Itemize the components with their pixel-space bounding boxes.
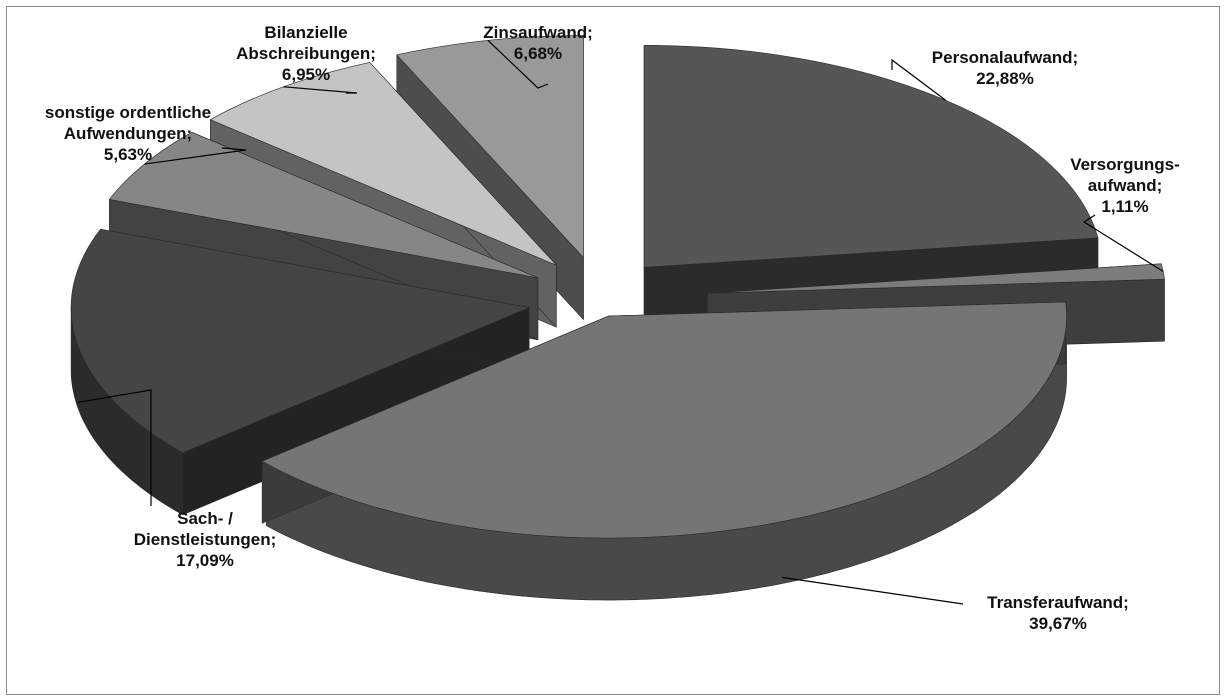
leader-line-0: [891, 58, 947, 101]
data-label-3: Sach- / Dienstleistungen; 17,09%: [134, 509, 277, 570]
pie-slice-2: [261, 301, 1067, 539]
data-label-5: Bilanzielle Abschreibungen; 6,95%: [236, 23, 376, 84]
data-label-2: Transferaufwand; 39,67%: [987, 593, 1129, 633]
leader-line-3: [78, 389, 152, 506]
leader-line-6: [487, 39, 549, 89]
leader-line-4: [144, 147, 247, 165]
leader-line-1: [1082, 214, 1164, 272]
leader-line-2: [781, 576, 964, 605]
leader-line-5: [283, 86, 358, 94]
data-label-4: sonstige ordentliche Aufwendungen; 5,63%: [45, 103, 211, 164]
pie-slice-3: [70, 228, 530, 454]
data-label-0: Personalaufwand; 22,88%: [932, 48, 1078, 88]
data-label-6: Zinsaufwand; 6,68%: [483, 23, 593, 63]
data-label-1: Versorgungs-aufwand; 1,11%: [1070, 155, 1180, 216]
pie-slice-5: [210, 62, 557, 266]
